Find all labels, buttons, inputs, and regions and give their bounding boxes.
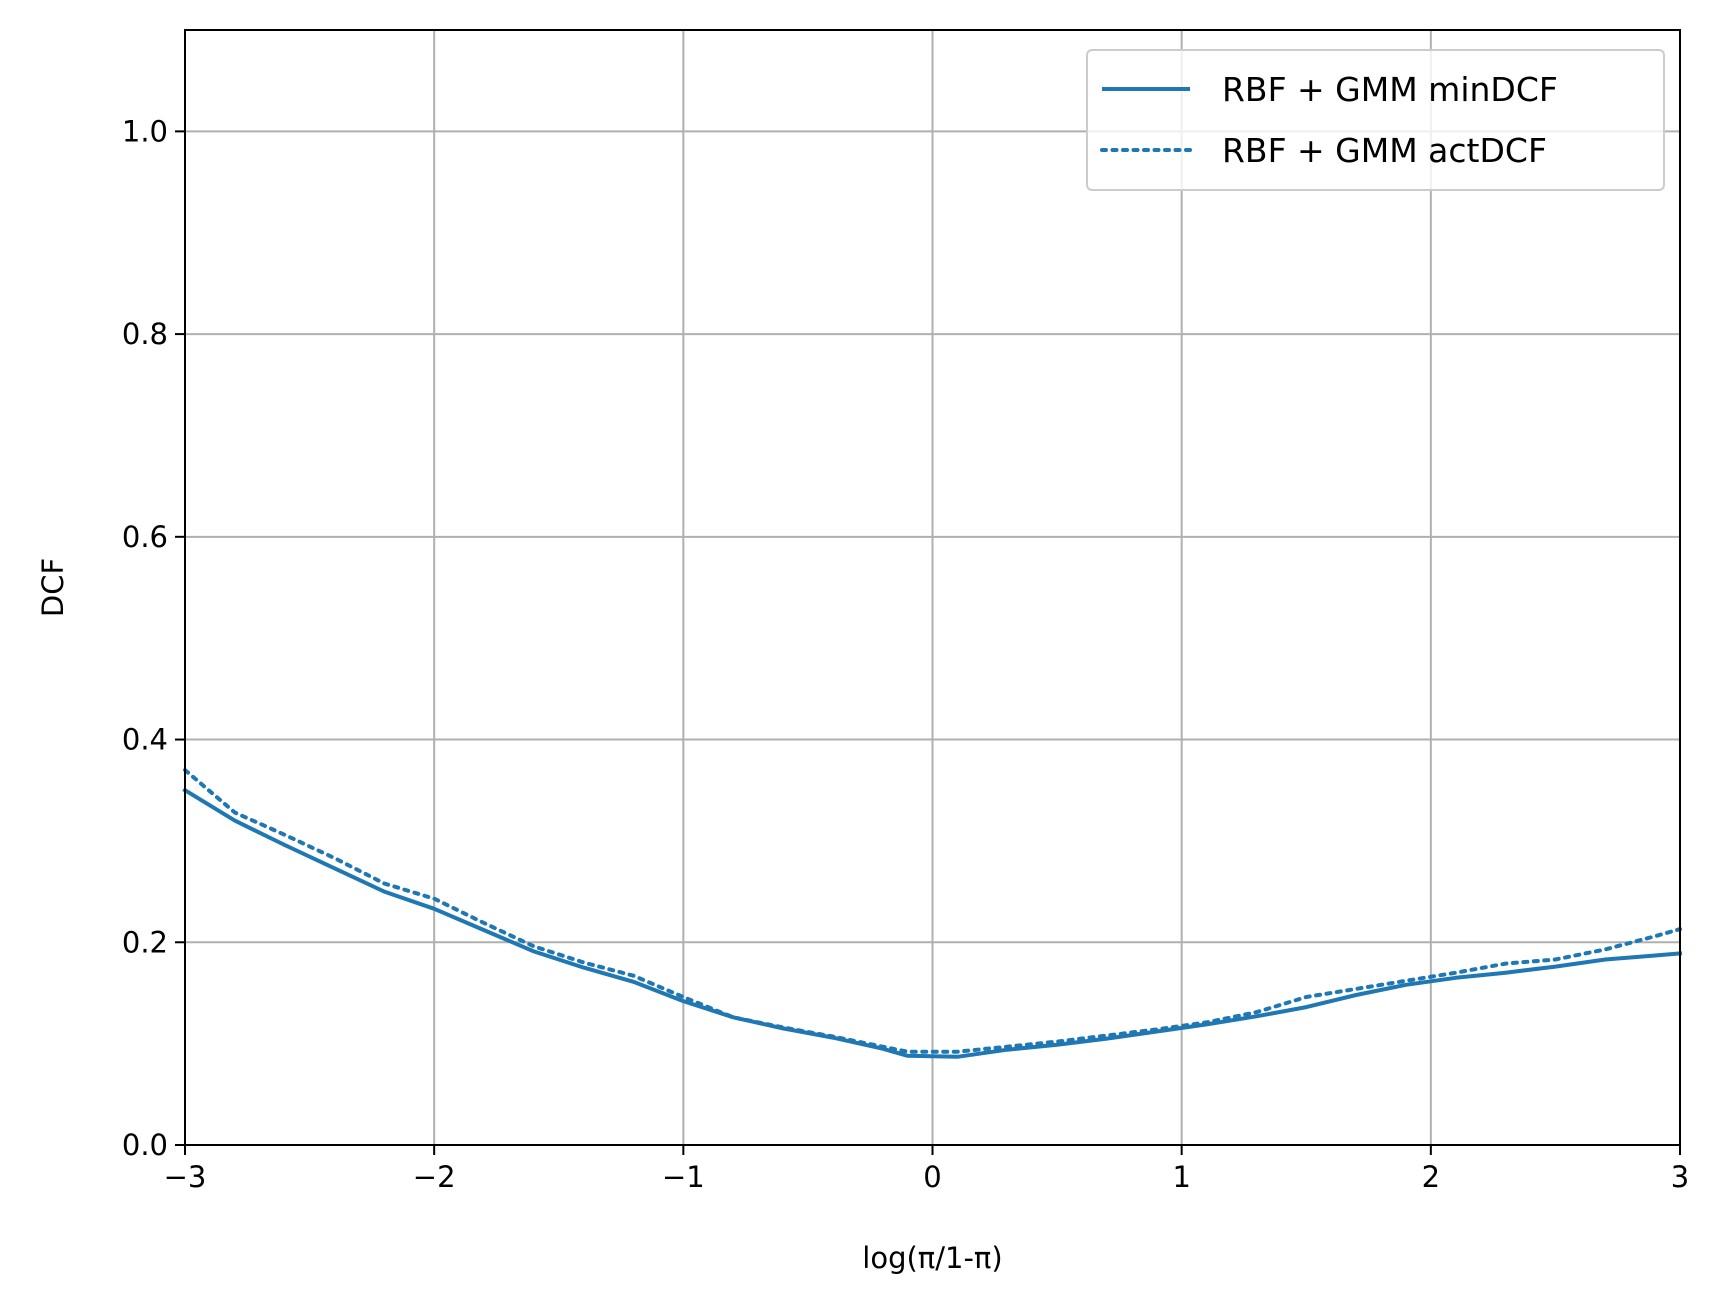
x-tick-label: −1: [662, 1160, 705, 1194]
legend: RBF + GMM minDCF RBF + GMM actDCF: [1086, 49, 1665, 191]
x-tick-label: −3: [164, 1160, 207, 1194]
x-axis-label: log(π/1-π): [862, 1241, 1002, 1275]
series-group: [182, 768, 1683, 1059]
y-tick-label: 0.0: [122, 1128, 168, 1162]
x-tick-label: 0: [923, 1160, 941, 1194]
y-tick-label: 1.0: [122, 114, 168, 148]
y-tick-label: 0.4: [122, 723, 168, 757]
series-line-mindcf: [182, 787, 1683, 1059]
y-tick-label: 0.8: [122, 317, 168, 351]
legend-label: RBF + GMM minDCF: [1222, 70, 1558, 109]
y-axis-label: DCF: [36, 558, 70, 617]
legend-label: RBF + GMM actDCF: [1222, 131, 1547, 170]
y-tick-label: 0.6: [122, 520, 168, 554]
y-tick-label: 0.2: [122, 925, 168, 959]
x-tick-label: 2: [1422, 1160, 1440, 1194]
x-tick-label: −2: [413, 1160, 456, 1194]
series-line-actdcf: [183, 768, 1682, 1054]
ticks: −3 −2 −1 0 1 2 3 0.0 0.2 0.4 0.6 0.8 1.0: [122, 114, 1689, 1194]
x-tick-label: 1: [1172, 1160, 1190, 1194]
legend-box: [1086, 49, 1665, 191]
x-tick-label: 3: [1671, 1160, 1689, 1194]
